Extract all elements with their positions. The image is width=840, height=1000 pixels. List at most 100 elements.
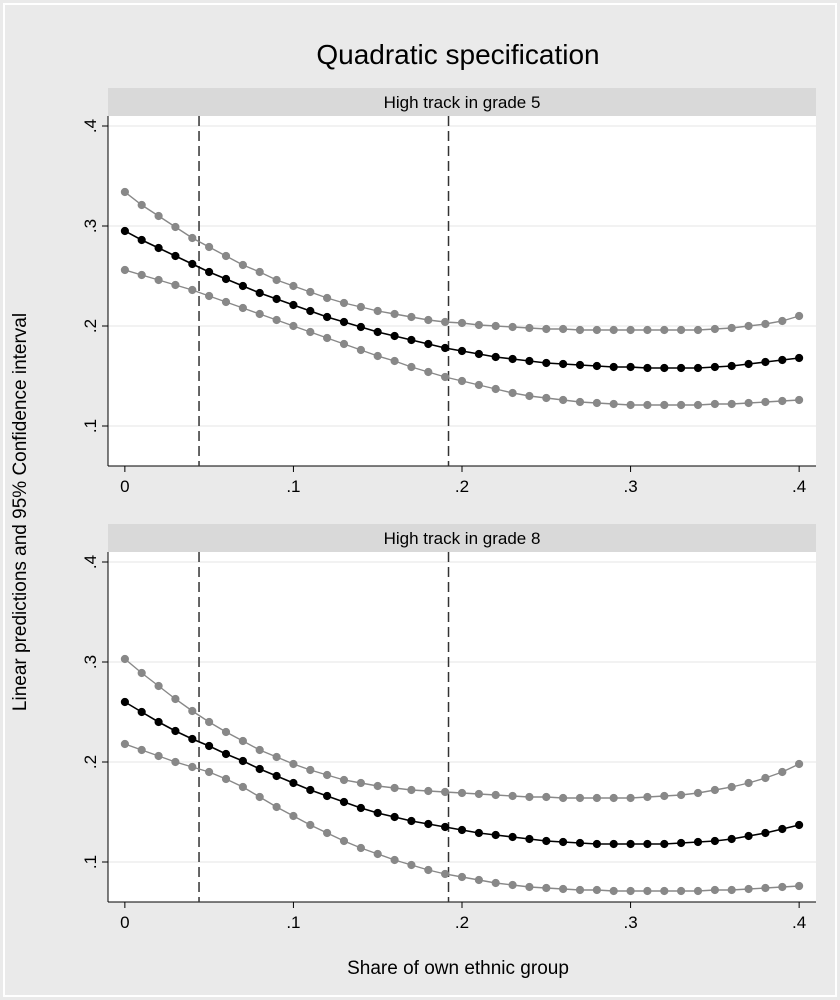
data-point-lower (137, 745, 146, 755)
data-point-prediction (205, 267, 214, 277)
y-tick-label: .4 (81, 555, 100, 569)
data-point-upper (154, 681, 163, 691)
data-point-lower (744, 884, 753, 894)
data-point-prediction (120, 697, 129, 707)
data-point-prediction (188, 734, 197, 744)
data-point-upper (120, 654, 129, 664)
x-tick-label: .1 (286, 477, 300, 496)
data-point-prediction (289, 300, 298, 310)
data-point-lower (407, 860, 416, 870)
data-point-lower (626, 886, 635, 896)
x-tick-label: .1 (286, 913, 300, 932)
x-axis-label: Share of own ethnic group (347, 958, 569, 979)
data-point-lower (390, 356, 399, 366)
data-point-lower (677, 886, 686, 896)
data-point-lower (356, 345, 365, 355)
panel-title: High track in grade 8 (384, 529, 541, 548)
data-point-lower (559, 395, 568, 405)
data-point-prediction (221, 749, 231, 759)
data-point-upper (137, 668, 146, 678)
data-point-upper (710, 785, 720, 795)
data-point-lower (575, 885, 585, 895)
data-point-upper (390, 309, 399, 319)
data-point-lower (727, 399, 736, 409)
data-point-lower (609, 886, 618, 896)
data-point-lower (508, 880, 517, 890)
data-point-upper (626, 793, 635, 803)
y-axis-label: Linear predictions and 95% Confidence in… (10, 313, 31, 711)
data-point-upper (643, 325, 652, 335)
data-point-prediction (744, 359, 753, 369)
data-point-upper (727, 323, 736, 333)
panel-2: High track in grade 8 .1 .2 .3 .4 0 .1 .2 .3 .4 (81, 524, 816, 932)
x-tick-label: .3 (623, 477, 637, 496)
data-point-prediction (744, 831, 753, 841)
data-point-upper (407, 312, 416, 322)
data-point-prediction (474, 349, 483, 359)
x-tick-label: 0 (120, 913, 129, 932)
figure-frame (3, 3, 837, 997)
data-point-prediction (677, 363, 686, 373)
data-point-lower (660, 400, 669, 410)
data-point-upper (710, 324, 720, 334)
data-point-lower (255, 792, 264, 802)
panel-strip (108, 524, 816, 552)
data-point-upper (272, 275, 281, 285)
data-point-prediction (154, 243, 163, 253)
data-point-prediction (626, 362, 635, 372)
data-point-upper (677, 325, 686, 335)
x-tick-label: .3 (623, 913, 637, 932)
data-point-lower (575, 397, 585, 407)
data-point-upper (339, 298, 349, 308)
data-point-lower (626, 400, 635, 410)
data-point-prediction (339, 317, 349, 327)
data-point-upper (575, 793, 585, 803)
data-point-lower (238, 782, 247, 792)
data-point-prediction (643, 363, 652, 373)
data-point-upper (508, 322, 517, 332)
data-point-prediction (660, 363, 669, 373)
data-point-prediction (457, 825, 467, 835)
data-point-upper (221, 251, 231, 261)
data-point-lower (373, 351, 382, 361)
data-point-upper (744, 778, 753, 788)
data-point-prediction (171, 726, 180, 736)
data-point-upper (441, 317, 450, 327)
data-point-upper (205, 717, 214, 727)
chart-title: Quadratic specification (316, 39, 599, 70)
data-point-upper (508, 791, 517, 801)
data-point-lower (693, 886, 703, 896)
data-point-lower (323, 333, 332, 343)
data-point-prediction (592, 361, 602, 371)
data-point-upper (474, 789, 483, 799)
data-point-prediction (626, 839, 635, 849)
panel-title: High track in grade 5 (384, 93, 541, 112)
data-point-prediction (457, 346, 467, 356)
y-tick-label: .2 (81, 319, 100, 333)
data-point-lower (272, 315, 281, 325)
data-point-lower (795, 395, 804, 405)
data-point-lower (795, 881, 804, 891)
data-point-prediction (323, 312, 332, 322)
plot-area (108, 552, 816, 902)
data-point-prediction (390, 331, 399, 341)
data-point-upper (457, 788, 467, 798)
x-tick-label: .2 (455, 477, 469, 496)
data-point-lower (120, 265, 129, 275)
data-point-lower (306, 327, 315, 337)
data-point-prediction (575, 838, 585, 848)
data-point-lower (778, 396, 787, 406)
data-point-prediction (592, 839, 602, 849)
data-point-prediction (390, 812, 399, 822)
data-point-upper (457, 318, 467, 328)
data-point-upper (660, 791, 669, 801)
data-point-prediction (559, 359, 568, 369)
data-point-lower (474, 380, 483, 390)
data-point-upper (188, 233, 197, 243)
x-tick-label: .4 (792, 913, 806, 932)
data-point-prediction (761, 357, 770, 367)
data-point-lower (710, 399, 720, 409)
data-point-upper (677, 790, 686, 800)
data-point-lower (221, 297, 231, 307)
